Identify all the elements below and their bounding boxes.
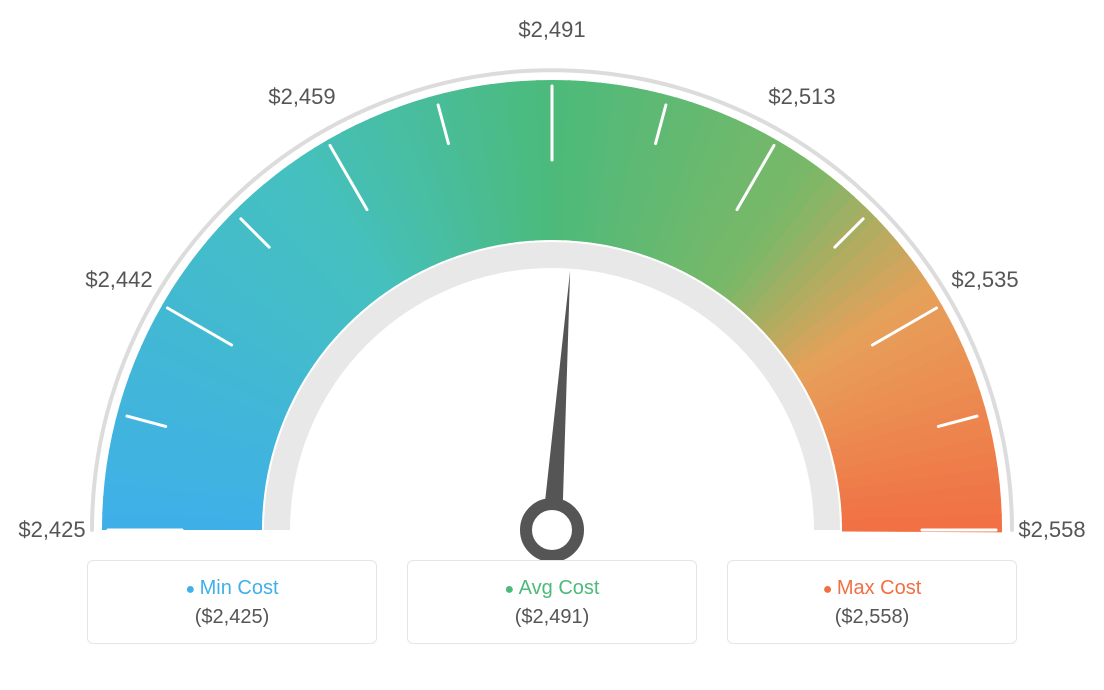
gauge-chart: $2,425 $2,442 $2,459 $2,491 $2,513 $2,535 $2,5… — [0, 0, 1104, 560]
legend-title-max: Max Cost — [728, 577, 1016, 600]
legend-row: Min Cost ($2,425) Avg Cost ($2,491) Max … — [0, 560, 1104, 644]
legend-card-max: Max Cost ($2,558) — [727, 560, 1017, 644]
gauge-tick-label: $2,425 — [18, 517, 85, 543]
gauge-tick-label: $2,491 — [518, 17, 585, 43]
legend-title-min: Min Cost — [88, 577, 376, 600]
legend-value-min: ($2,425) — [88, 606, 376, 629]
gauge-tick-label: $2,535 — [951, 267, 1018, 293]
gauge-tick-label: $2,459 — [268, 84, 335, 110]
legend-title-avg: Avg Cost — [408, 577, 696, 600]
legend-card-min: Min Cost ($2,425) — [87, 560, 377, 644]
gauge-tick-label: $2,442 — [85, 267, 152, 293]
gauge-tick-label: $2,558 — [1018, 517, 1085, 543]
gauge-svg — [0, 0, 1104, 560]
gauge-tick-label: $2,513 — [768, 84, 835, 110]
legend-value-avg: ($2,491) — [408, 606, 696, 629]
legend-value-max: ($2,558) — [728, 606, 1016, 629]
legend-card-avg: Avg Cost ($2,491) — [407, 560, 697, 644]
